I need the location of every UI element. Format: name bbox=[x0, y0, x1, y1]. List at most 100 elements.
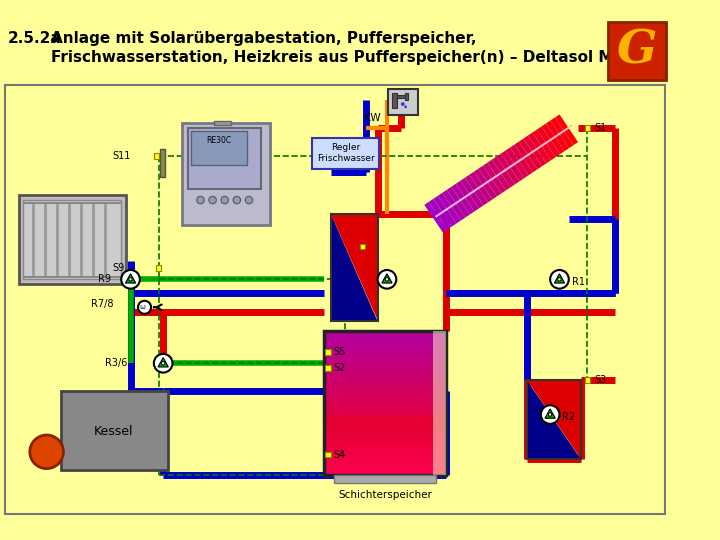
Bar bbox=[325, 377, 446, 382]
Bar bbox=[19, 195, 126, 284]
Bar bbox=[325, 392, 446, 396]
Bar bbox=[325, 450, 446, 454]
Bar bbox=[405, 93, 408, 100]
Bar bbox=[325, 374, 446, 378]
Circle shape bbox=[558, 278, 561, 281]
Bar bbox=[325, 381, 446, 385]
Bar bbox=[325, 454, 446, 457]
Polygon shape bbox=[331, 214, 377, 321]
Bar bbox=[325, 396, 446, 400]
Text: G: G bbox=[616, 28, 657, 74]
Bar bbox=[325, 388, 446, 393]
Bar bbox=[325, 428, 446, 432]
Bar bbox=[325, 439, 446, 443]
Bar bbox=[4, 85, 665, 514]
Polygon shape bbox=[331, 214, 377, 321]
Circle shape bbox=[233, 197, 240, 204]
Circle shape bbox=[401, 102, 405, 106]
Text: KW: KW bbox=[364, 113, 380, 123]
Bar bbox=[189, 129, 261, 189]
Bar bbox=[334, 475, 436, 483]
Text: ω: ω bbox=[140, 305, 145, 310]
Bar bbox=[585, 125, 590, 131]
Text: S3: S3 bbox=[594, 375, 606, 385]
Polygon shape bbox=[382, 274, 392, 283]
Bar bbox=[161, 149, 165, 177]
Bar bbox=[182, 123, 271, 225]
Bar bbox=[325, 399, 446, 403]
Text: RE30C: RE30C bbox=[207, 136, 232, 145]
Text: R3/6: R3/6 bbox=[105, 358, 127, 368]
Circle shape bbox=[30, 435, 63, 469]
Circle shape bbox=[161, 362, 165, 365]
Text: Kessel: Kessel bbox=[94, 425, 133, 438]
Bar bbox=[325, 446, 446, 450]
Text: R9: R9 bbox=[98, 274, 111, 285]
Circle shape bbox=[154, 354, 173, 373]
Text: S11: S11 bbox=[112, 151, 130, 161]
Circle shape bbox=[209, 197, 216, 204]
Circle shape bbox=[550, 270, 569, 289]
Bar bbox=[154, 153, 159, 159]
Bar bbox=[388, 89, 418, 115]
Text: R7/8: R7/8 bbox=[91, 300, 114, 309]
Bar bbox=[361, 245, 365, 249]
Bar bbox=[156, 265, 161, 271]
Bar bbox=[325, 410, 446, 414]
Bar bbox=[325, 452, 331, 457]
Bar bbox=[191, 131, 247, 165]
Bar bbox=[325, 349, 446, 353]
Bar bbox=[325, 424, 446, 429]
Bar bbox=[585, 377, 590, 383]
Bar bbox=[325, 471, 446, 476]
Bar bbox=[325, 443, 446, 447]
Text: Frischwasser: Frischwasser bbox=[317, 153, 375, 163]
Bar bbox=[325, 370, 446, 374]
Text: S4: S4 bbox=[334, 450, 346, 460]
Text: Anlage mit Solarübergabestation, Pufferspeicher,: Anlage mit Solarübergabestation, Puffers… bbox=[51, 31, 477, 46]
Circle shape bbox=[138, 301, 151, 314]
Text: Regler: Regler bbox=[331, 143, 361, 152]
Circle shape bbox=[549, 413, 552, 416]
Bar bbox=[325, 407, 446, 410]
Bar bbox=[325, 345, 446, 349]
Bar bbox=[392, 93, 397, 108]
Circle shape bbox=[246, 197, 253, 204]
Bar bbox=[325, 421, 446, 425]
Circle shape bbox=[377, 270, 396, 289]
Bar bbox=[325, 360, 446, 363]
Bar bbox=[325, 330, 446, 475]
Text: S9: S9 bbox=[112, 263, 124, 273]
Text: R1: R1 bbox=[572, 277, 585, 287]
Bar bbox=[325, 414, 446, 418]
Bar bbox=[325, 468, 446, 472]
Bar bbox=[325, 352, 446, 356]
Polygon shape bbox=[527, 380, 581, 460]
Bar bbox=[331, 214, 377, 321]
Bar bbox=[325, 432, 446, 436]
Text: Schichterspeicher: Schichterspeicher bbox=[338, 490, 432, 500]
Text: S2: S2 bbox=[334, 363, 346, 373]
Circle shape bbox=[404, 105, 407, 108]
Bar bbox=[325, 334, 446, 338]
Bar bbox=[433, 330, 446, 475]
Text: 2.5.2a: 2.5.2a bbox=[7, 31, 61, 46]
Polygon shape bbox=[527, 380, 581, 460]
Bar bbox=[325, 338, 446, 342]
Bar bbox=[325, 435, 446, 440]
Bar bbox=[325, 464, 446, 468]
Polygon shape bbox=[125, 274, 135, 283]
Bar bbox=[325, 365, 331, 370]
Text: R2: R2 bbox=[562, 413, 575, 422]
Circle shape bbox=[197, 197, 204, 204]
Bar bbox=[325, 385, 446, 389]
Bar bbox=[608, 22, 666, 80]
Text: S1: S1 bbox=[594, 123, 606, 133]
Polygon shape bbox=[158, 357, 168, 367]
Bar bbox=[215, 121, 231, 125]
Bar bbox=[325, 457, 446, 461]
Circle shape bbox=[541, 405, 559, 424]
Bar bbox=[325, 417, 446, 421]
Bar bbox=[325, 461, 446, 465]
Circle shape bbox=[385, 278, 389, 281]
